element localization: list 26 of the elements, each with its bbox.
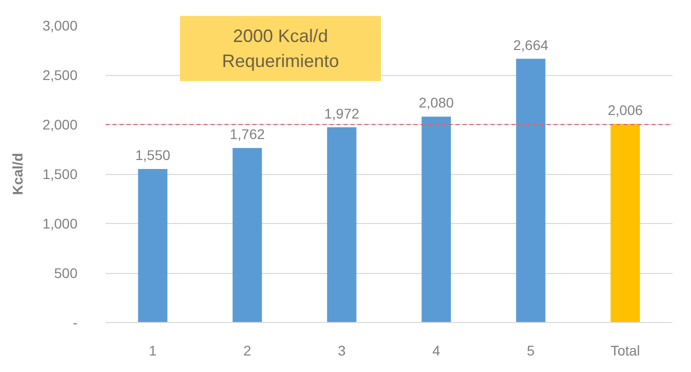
data-label: 2,006 [608,102,643,118]
y-tick-label: 3,000 [42,18,78,34]
x-tick-label: 3 [338,342,346,358]
x-tick-label: 1 [148,342,157,358]
bar [610,124,640,322]
y-axis-title: Kcal/d [9,152,26,196]
data-label: 2,080 [418,94,454,111]
bar [422,116,451,322]
data-label: 1,762 [230,126,265,142]
y-tick-label: 2,000 [42,116,78,132]
data-label: 1,550 [135,147,170,164]
y-tick-label: 2,500 [42,67,78,83]
data-label: 2,664 [513,36,548,53]
bar [516,58,546,322]
data-label: 1,972 [324,105,360,122]
bar [138,169,168,322]
bar [232,148,262,322]
x-tick-label: Total [610,342,640,358]
y-tick-label: 500 [54,265,78,281]
y-tick-label: 1,500 [42,166,78,182]
bar [327,127,356,322]
x-tick-label: 5 [526,342,535,358]
x-tick-label: 4 [432,342,440,358]
y-tick-label: 1,000 [42,216,78,232]
x-tick-label: 2 [243,342,252,358]
y-tick-label: - [72,314,78,330]
